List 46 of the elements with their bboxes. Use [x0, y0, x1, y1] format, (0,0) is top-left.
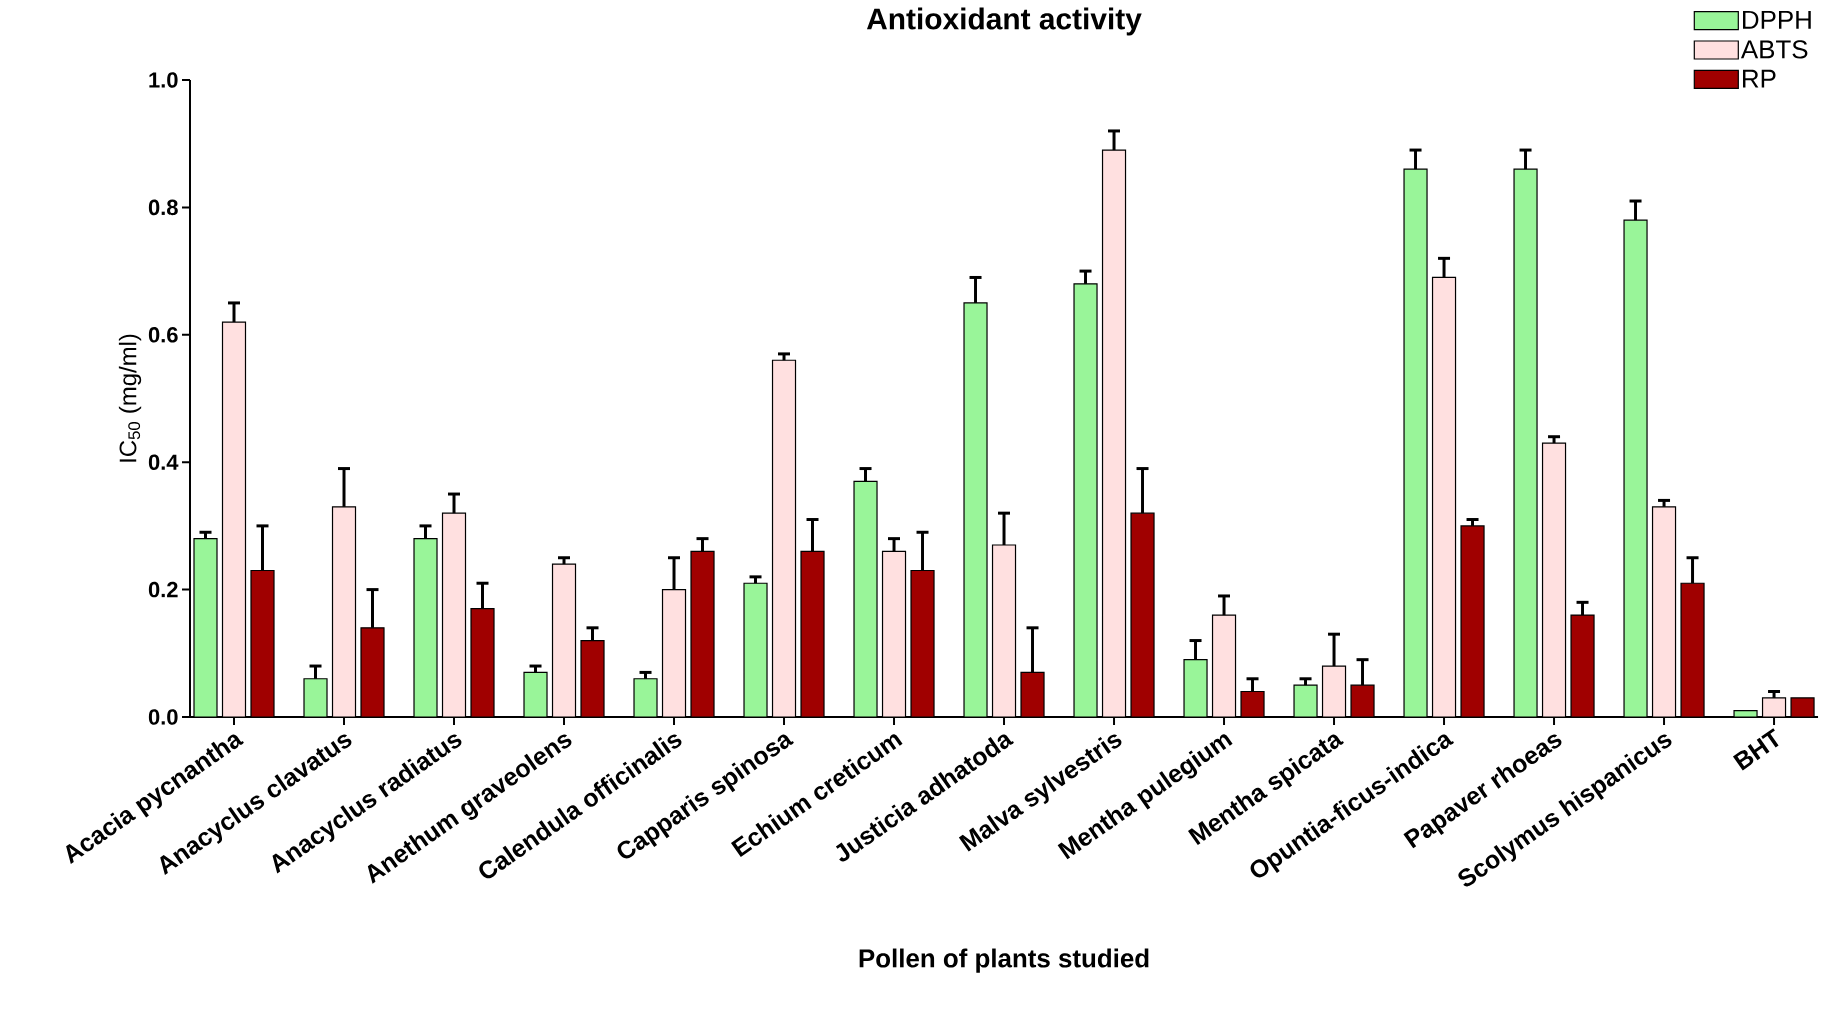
bar — [910, 569, 935, 717]
legend-label: ABTS — [1740, 40, 1808, 59]
bar — [1513, 168, 1538, 717]
bar — [1403, 168, 1428, 717]
bar — [1130, 512, 1155, 717]
bar — [221, 321, 247, 717]
bar — [1321, 665, 1347, 717]
bar — [771, 359, 797, 717]
bar — [1431, 276, 1457, 717]
bar — [743, 582, 768, 717]
bar — [193, 538, 218, 717]
y-tick-label: 0.0 — [148, 709, 178, 725]
y-tick-label: 0.4 — [148, 454, 179, 470]
bar — [551, 563, 577, 717]
bar — [580, 639, 605, 717]
bar — [661, 589, 687, 717]
bar — [1073, 283, 1098, 717]
x-axis-title: Pollen of plants studied — [859, 948, 1149, 973]
bar — [853, 480, 878, 717]
legend-label: DPPH — [1743, 10, 1811, 29]
bar — [963, 302, 988, 717]
y-tick-label: 0.8 — [148, 199, 178, 216]
bar — [1211, 614, 1237, 717]
bar — [331, 506, 357, 717]
bar — [800, 550, 825, 717]
bar — [360, 627, 385, 717]
y-axis-title: IC$_{50}$ (mg/ml) — [118, 334, 142, 462]
bar — [1570, 614, 1595, 717]
bar — [1101, 149, 1127, 717]
bar — [991, 544, 1017, 717]
bar — [470, 608, 495, 717]
legend-label: RP — [1743, 69, 1776, 88]
y-tick-label: 0.2 — [148, 581, 178, 598]
bar — [1623, 219, 1648, 717]
bar — [1541, 442, 1567, 717]
bar — [881, 550, 907, 717]
y-tick-label: 0.6 — [148, 327, 178, 343]
bar — [690, 550, 715, 717]
y-tick-label: 1.0 — [149, 72, 178, 88]
bar — [441, 512, 467, 717]
chart-title: Antioxidant activity — [866, 7, 1142, 36]
bar — [413, 538, 438, 717]
bar — [1651, 506, 1677, 717]
bar — [250, 569, 275, 717]
bar — [1460, 525, 1485, 717]
bar — [1680, 582, 1705, 717]
